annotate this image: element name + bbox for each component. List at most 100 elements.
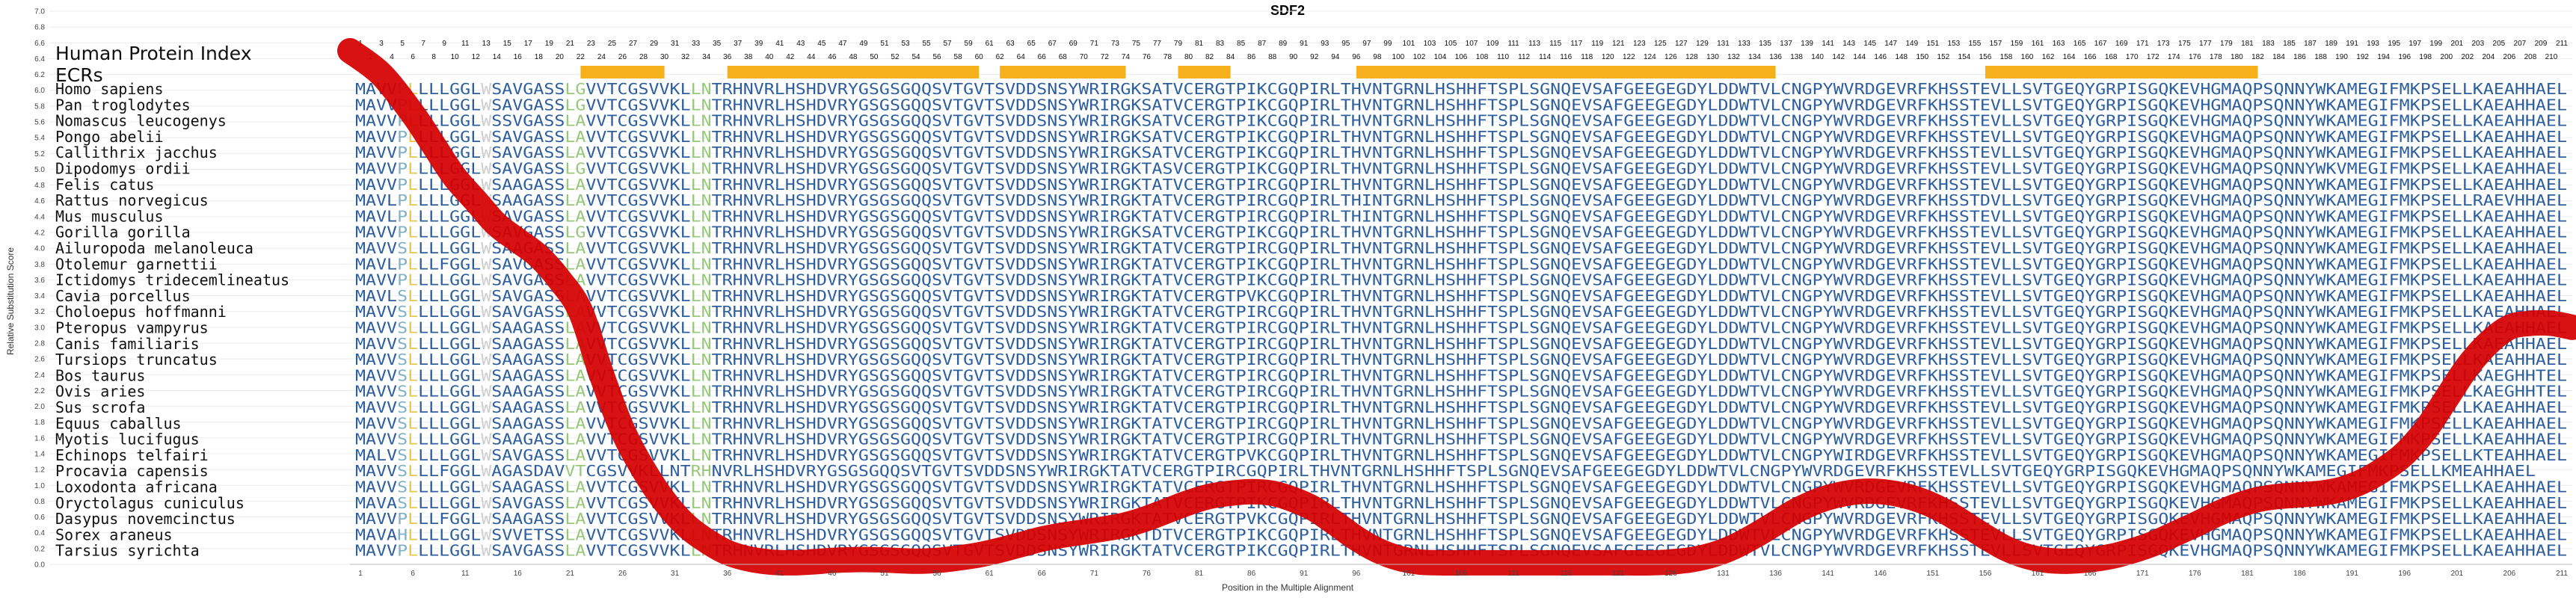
sequence-row: MAVLPLLLLGGLWSAAGASSLAVVTCGSVVKLLNTRHNVR… <box>355 191 2567 209</box>
species-name: Homo sapiens <box>55 80 164 98</box>
x-tick-label: 31 <box>671 570 680 578</box>
x-tick-label: 36 <box>723 570 732 578</box>
human-index-number: 106 <box>1455 53 1468 61</box>
human-index-number: 111 <box>1507 40 1519 48</box>
human-index-number: 158 <box>2000 53 2013 61</box>
sequence-row: MAVLPLLLFGGLWSAVGASSLAVVTCGSVVKLLNTRHNVR… <box>355 255 2567 273</box>
human-index-number: 57 <box>944 40 953 48</box>
y-tick-label: 6.0 <box>34 87 45 95</box>
human-index-number: 131 <box>1717 40 1730 48</box>
human-index-number: 60 <box>975 53 984 61</box>
human-index-number: 128 <box>1685 53 1698 61</box>
human-index-number: 42 <box>786 53 795 61</box>
species-name: Bos taurus <box>55 366 145 384</box>
x-tick-label: 121 <box>1612 570 1625 578</box>
sequence-row: MAVVPLLLLGGLWSSVGASSLAVVTCGSVVKLLNTRHNVR… <box>355 112 2567 130</box>
x-tick-label: 76 <box>1143 570 1152 578</box>
human-index-number: 103 <box>1424 40 1436 48</box>
human-index-number: 27 <box>629 40 638 48</box>
sequence-row: MAVVSLLLLGGLWSAAGASSLAVVTCGSVVKLLNTRHNVR… <box>355 335 2567 353</box>
species-name: Dipodomys ordii <box>55 160 191 178</box>
sequence-row: MAVLSLLLLGGLWSAVGASSLAVVTCGSVVKLLNTRHNVR… <box>355 287 2567 305</box>
x-tick-label: 146 <box>1874 570 1887 578</box>
human-index-number: 129 <box>1696 40 1709 48</box>
human-index-number: 199 <box>2429 40 2442 48</box>
species-name: Ovis aries <box>55 383 145 401</box>
human-index-number: 104 <box>1434 53 1447 61</box>
human-index-number: 48 <box>849 53 858 61</box>
y-tick-label: 3.2 <box>34 308 45 316</box>
human-index-number: 21 <box>566 40 575 48</box>
human-index-number: 169 <box>2115 40 2128 48</box>
human-index-number: 201 <box>2450 40 2463 48</box>
human-index-number: 204 <box>2483 53 2495 61</box>
human-index-number: 10 <box>451 53 460 61</box>
human-index-number: 157 <box>1990 40 2002 48</box>
y-tick-label: 0.4 <box>34 529 45 537</box>
human-index-number: 190 <box>2335 53 2348 61</box>
x-tick-label: 131 <box>1717 570 1730 578</box>
human-index-number: 40 <box>765 53 774 61</box>
human-index-number: 173 <box>2157 40 2170 48</box>
x-tick-label: 176 <box>2189 570 2201 578</box>
y-tick-label: 5.2 <box>34 150 45 158</box>
x-tick-label: 86 <box>1247 570 1256 578</box>
ecrs-label: ECRs <box>55 64 103 86</box>
chart-title: SDF2 <box>1270 3 1305 18</box>
human-index-number: 151 <box>1927 40 1940 48</box>
human-index-number: 206 <box>2503 53 2516 61</box>
human-index-number: 99 <box>1383 40 1392 48</box>
human-index-number: 162 <box>2042 53 2055 61</box>
human-index-number: 6 <box>411 53 415 61</box>
human-index-number: 92 <box>1310 53 1319 61</box>
y-tick-label: 1.6 <box>34 434 45 443</box>
human-index-number: 37 <box>734 40 743 48</box>
human-index-number: 118 <box>1581 53 1593 61</box>
human-index-number: 198 <box>2419 53 2432 61</box>
human-index-number: 53 <box>901 40 910 48</box>
human-index-number: 52 <box>891 53 900 61</box>
human-index-number: 186 <box>2293 53 2306 61</box>
human-index-number: 167 <box>2094 40 2107 48</box>
species-name: Tarsius syrichta <box>55 542 200 560</box>
ecr-bar <box>1178 66 1231 78</box>
x-tick-label: 186 <box>2293 570 2306 578</box>
human-index-number: 148 <box>1895 53 1908 61</box>
human-index-number: 191 <box>2346 40 2358 48</box>
y-tick-label: 4.4 <box>34 213 45 221</box>
human-index-number: 24 <box>597 53 606 61</box>
human-index-number: 3 <box>379 40 384 48</box>
human-index-number: 32 <box>681 53 690 61</box>
human-index-number: 98 <box>1373 53 1382 61</box>
human-index-number: 68 <box>1059 53 1068 61</box>
human-index-number: 177 <box>2199 40 2212 48</box>
ecr-bar <box>727 66 980 78</box>
human-index-number: 130 <box>1706 53 1719 61</box>
y-tick-label: 6.4 <box>34 55 45 64</box>
human-index-number: 51 <box>880 40 889 48</box>
x-tick-label: 101 <box>1403 570 1415 578</box>
human-index-number: 67 <box>1048 40 1057 48</box>
x-tick-label: 91 <box>1300 570 1309 578</box>
sequence-row: MAVVPLLLLGGLWSAVGASSLGVVTCGSVVKLLNTRHNVR… <box>355 160 2567 178</box>
human-index-number: 34 <box>702 53 711 61</box>
human-index-number: 108 <box>1476 53 1489 61</box>
species-name: Echinops telfairi <box>55 446 209 464</box>
human-index-number: 149 <box>1905 40 1918 48</box>
human-index-number: 43 <box>796 40 805 48</box>
x-tick-label: 66 <box>1038 570 1047 578</box>
human-index-number: 12 <box>472 53 481 61</box>
human-index-number: 135 <box>1759 40 1771 48</box>
species-name: Sorex araneus <box>55 525 173 543</box>
y-tick-label: 5.8 <box>34 102 45 111</box>
human-index-number: 47 <box>838 40 847 48</box>
x-tick-label: 11 <box>461 570 470 578</box>
human-index-number: 64 <box>1017 53 1026 61</box>
y-tick-label: 3.4 <box>34 292 45 300</box>
human-index-number: 127 <box>1675 40 1688 48</box>
human-index-number: 195 <box>2388 40 2400 48</box>
x-tick-label: 166 <box>2084 570 2097 578</box>
human-index-number: 171 <box>2136 40 2149 48</box>
human-index-number: 134 <box>1748 53 1761 61</box>
species-name: Equus caballus <box>55 414 182 432</box>
